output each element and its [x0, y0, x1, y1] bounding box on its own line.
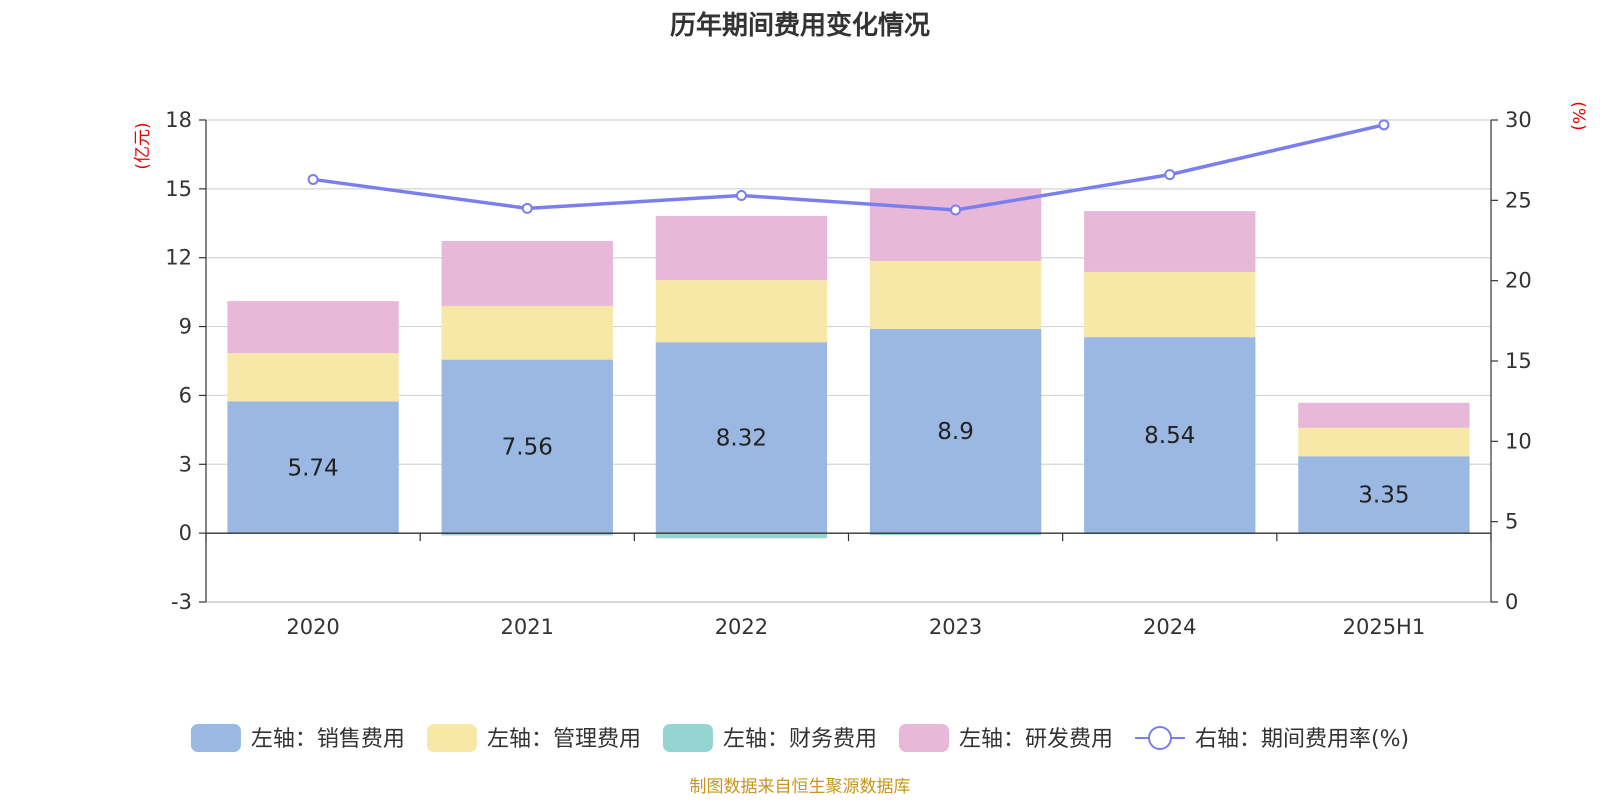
category-label: 2020: [286, 615, 339, 639]
bar-data-label: 8.32: [716, 426, 767, 452]
right-axis-tick-label: 15: [1505, 349, 1532, 373]
left-axis-tick-label: 18: [165, 108, 192, 132]
right-axis-tick-label: 30: [1505, 108, 1532, 132]
rate-point: [521, 202, 533, 214]
legend-label: 左轴：管理费用: [487, 727, 641, 752]
legend-marker-icon: [1147, 726, 1172, 750]
bar-segment: [1298, 456, 1470, 534]
right-axis-tick-label: 25: [1505, 188, 1532, 212]
rate-point: [1378, 119, 1390, 131]
line-series: [307, 119, 1390, 216]
category-label: 2023: [929, 615, 982, 639]
legend: 左轴：销售费用 左轴：管理费用 左轴：财务费用 左轴：研发费用 右轴：期间费用率(%): [190, 724, 1409, 752]
left-axis-tick-label: 12: [165, 246, 192, 270]
source-note: 制图数据来自恒生聚源数据库: [690, 777, 911, 797]
bar-segment: [441, 533, 613, 536]
bar-segment: [227, 353, 399, 402]
right-axis-tick-label: 10: [1505, 429, 1532, 453]
legend-item[interactable]: 左轴：研发费用: [898, 724, 1113, 752]
rate-line: [312, 123, 1385, 212]
rate-point: [1164, 169, 1176, 181]
bar-segment: [869, 260, 1042, 329]
legend-label: 左轴：销售费用: [251, 727, 405, 752]
bar-data-label: 7.56: [502, 434, 553, 460]
bar-series: [227, 188, 1470, 539]
bar-segment: [869, 328, 1042, 534]
right-axis-tick-label: 5: [1505, 510, 1518, 534]
left-axis-tick-label: 0: [179, 521, 192, 545]
left-axis-tick-label: 15: [165, 177, 192, 201]
bar-segment: [655, 215, 828, 281]
bar-segment: [655, 280, 828, 343]
legend-item[interactable]: 左轴：销售费用: [190, 724, 405, 752]
right-axis-unit-label: (%): [1568, 101, 1588, 130]
rate-point: [950, 204, 962, 216]
left-axis-unit-label: (亿元): [133, 122, 153, 169]
axes: -3 0 3 6 9 12 15 18 0 5 10 15 20 25 30 2020 2021 2022 2023…: [165, 108, 1531, 639]
bar-segment: [441, 359, 613, 534]
bar-segment: [227, 301, 399, 354]
bar-data-label: 3.35: [1358, 483, 1409, 509]
bar-segment: [1298, 402, 1470, 428]
right-axis-tick-label: 20: [1505, 269, 1532, 293]
left-axis-tick-label: 6: [179, 383, 192, 407]
category-label: 2024: [1143, 615, 1196, 639]
legend-swatch: [426, 724, 477, 752]
bar-segment: [1084, 337, 1256, 534]
legend-item[interactable]: 左轴：管理费用: [426, 724, 641, 752]
bar-data-label: 8.54: [1144, 423, 1195, 449]
legend-label: 左轴：研发费用: [959, 727, 1113, 752]
bar-segment: [441, 240, 613, 306]
legend-swatch: [190, 724, 241, 752]
chart-title: 历年期间费用变化情况: [670, 10, 930, 41]
category-label: 2025H1: [1343, 615, 1426, 639]
bar-segment: [1084, 211, 1256, 272]
bar-segment: [1084, 271, 1256, 338]
legend-swatch: [662, 724, 713, 752]
legend-label: 右轴：期间费用率(%): [1195, 727, 1409, 752]
bar-data-labels: 5.74 7.56 8.32 8.9 8.54 3.35: [287, 419, 1409, 509]
right-axis-tick-label: 0: [1505, 590, 1518, 614]
bar-segment: [227, 401, 399, 534]
bar-segment: [655, 342, 828, 534]
bar-data-label: 5.74: [287, 455, 338, 481]
bar-segment: [869, 533, 1042, 535]
category-label: 2022: [715, 615, 768, 639]
left-axis-tick-label: 9: [179, 315, 192, 339]
grid-lines: [206, 119, 1491, 603]
legend-label: 左轴：财务费用: [723, 727, 877, 752]
left-axis-tick-label: -3: [171, 590, 192, 614]
category-label: 2021: [501, 615, 554, 639]
bar-data-label: 8.9: [937, 419, 974, 445]
legend-item[interactable]: 右轴：期间费用率(%): [1134, 726, 1409, 752]
bar-segment: [655, 533, 828, 539]
legend-item[interactable]: 左轴：财务费用: [662, 724, 877, 752]
rate-point: [307, 173, 319, 185]
legend-swatch: [898, 724, 949, 752]
left-axis-tick-label: 3: [179, 452, 192, 476]
bar-segment: [441, 305, 613, 360]
bar-segment: [1298, 427, 1470, 457]
rate-point: [735, 190, 747, 202]
